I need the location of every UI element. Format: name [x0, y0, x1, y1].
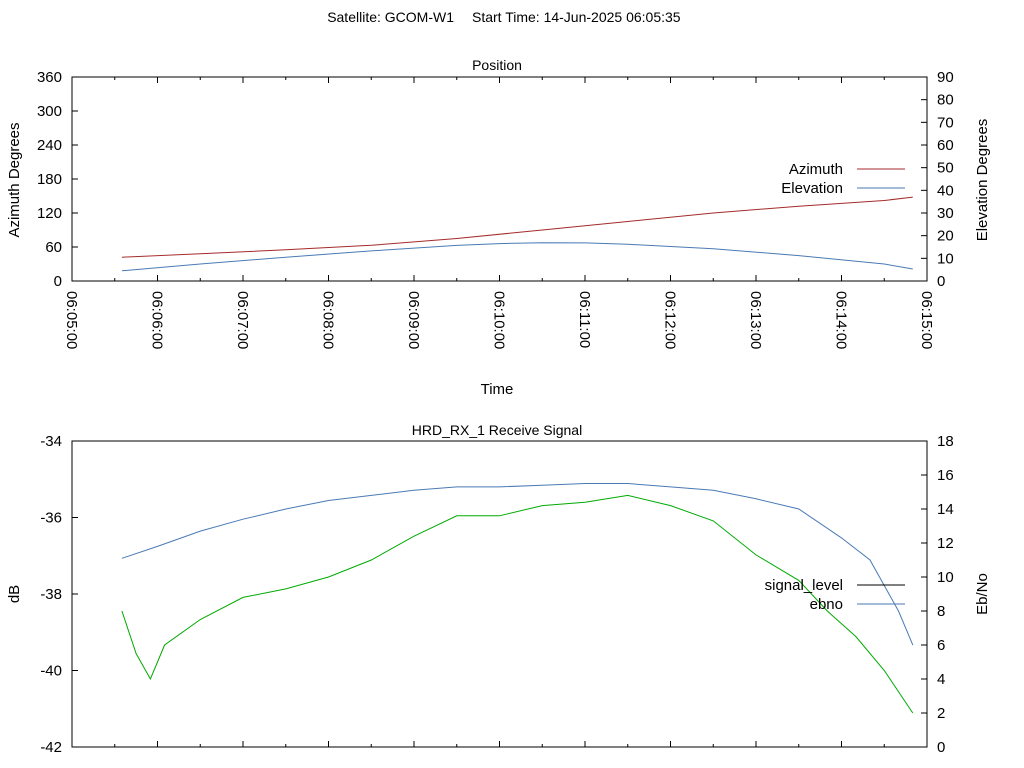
y-tick-label-0: -42	[40, 739, 62, 756]
series-line-0-0	[121, 196, 913, 258]
signal-x-ticks	[71, 741, 928, 747]
x-tick-label-0: 06:05:00	[63, 291, 80, 349]
y-tick-label-6: 360	[37, 69, 62, 86]
signal-chart: HRD_RX_1 Receive Signal -42-40-38-36-34 …	[6, 422, 991, 756]
signal-series	[121, 483, 914, 714]
x-tick-label-5: 06:10:00	[491, 291, 508, 349]
y2-tick-label-1: 10	[937, 250, 954, 267]
y2-tick-label-8: 80	[937, 92, 954, 109]
position-xlabel: Time	[481, 381, 514, 398]
x-tick-label-8: 06:13:00	[747, 291, 764, 349]
y-tick-label-4: 240	[37, 137, 62, 154]
signal-y-ticks: -42 -40 -38 -36 -34	[40, 433, 78, 756]
y2-tick-label-8: 16	[937, 467, 954, 484]
series-line-1-2	[121, 494, 914, 714]
y2-tick-label-9: 90	[937, 69, 954, 86]
position-plot-frame	[71, 76, 928, 282]
x-tick-label-7: 06:12:00	[662, 291, 679, 349]
legend-elevation-label: Elevation	[781, 180, 843, 197]
position-x-ticks: 06:05:00 06:06:00 06:07:00 06:08:00 06:09:00…	[63, 77, 935, 349]
y2-tick-label-0: 0	[937, 273, 945, 290]
y2-tick-label-6: 60	[937, 137, 954, 154]
position-chart-title: Position	[472, 57, 522, 73]
position-series	[121, 196, 913, 272]
y-tick-label-5: 300	[37, 103, 62, 120]
y2-tick-label-4: 8	[937, 603, 945, 620]
signal-y2-ticks: 0 2 4 6 8 10 12 14 16 18	[921, 433, 954, 756]
position-legend: Azimuth Elevation	[781, 161, 905, 197]
series-line-0-1	[121, 242, 913, 272]
position-chart: Position 0 60 120 180 240 300 360 0 10 20 30 40 50 6…	[6, 57, 991, 398]
y-tick-label-0: 0	[54, 273, 62, 290]
y-tick-label-4: -34	[40, 433, 62, 450]
position-ylabel: Azimuth Degrees	[6, 122, 23, 237]
y2-tick-label-4: 40	[937, 182, 954, 199]
y2-tick-label-6: 12	[937, 535, 954, 552]
x-tick-label-10: 06:15:00	[918, 291, 935, 349]
legend-signal-level-label: signal_level	[765, 577, 843, 594]
x-tick-label-6: 06:11:00	[576, 291, 593, 348]
signal-ylabel: dB	[6, 585, 23, 603]
signal-y2label: Eb/No	[974, 573, 991, 615]
y-tick-label-2: 120	[37, 205, 62, 222]
y2-tick-label-9: 18	[937, 433, 954, 450]
y-tick-label-2: -38	[40, 586, 62, 603]
y2-tick-label-3: 6	[937, 637, 945, 654]
x-tick-label-3: 06:08:00	[320, 291, 337, 349]
y-tick-label-3: -36	[40, 510, 62, 527]
y2-tick-label-7: 14	[937, 501, 954, 518]
y2-tick-label-1: 2	[937, 705, 945, 722]
y2-tick-label-0: 0	[937, 739, 945, 756]
y2-tick-label-5: 10	[937, 569, 954, 586]
signal-legend: signal_level ebno	[765, 577, 905, 613]
position-y2-ticks: 0 10 20 30 40 50 60 70 80 90	[921, 69, 954, 290]
start-time-label: Start Time: 14-Jun-2025 06:05:35	[472, 9, 681, 25]
y2-tick-label-7: 70	[937, 114, 954, 131]
position-y-ticks: 0 60 120 180 240 300 360	[37, 69, 78, 290]
y2-tick-label-2: 4	[937, 671, 945, 688]
y2-tick-label-3: 30	[937, 205, 954, 222]
x-tick-label-2: 06:07:00	[234, 291, 251, 349]
y2-tick-label-5: 50	[937, 160, 954, 177]
x-tick-label-9: 06:14:00	[833, 291, 850, 349]
x-tick-label-4: 06:09:00	[405, 291, 422, 349]
satellite-label: Satellite: GCOM-W1	[327, 9, 454, 25]
legend-azimuth-label: Azimuth	[789, 161, 843, 178]
series-line-1-1	[121, 483, 914, 646]
legend-ebno-label: ebno	[810, 596, 843, 613]
y2-tick-label-2: 20	[937, 228, 954, 245]
x-tick-label-1: 06:06:00	[149, 291, 166, 349]
position-y2label: Elevation Degrees	[974, 119, 991, 242]
signal-chart-title: HRD_RX_1 Receive Signal	[412, 422, 582, 438]
y-tick-label-1: 60	[45, 239, 62, 256]
y-tick-label-1: -40	[40, 663, 62, 680]
y-tick-label-3: 180	[37, 171, 62, 188]
